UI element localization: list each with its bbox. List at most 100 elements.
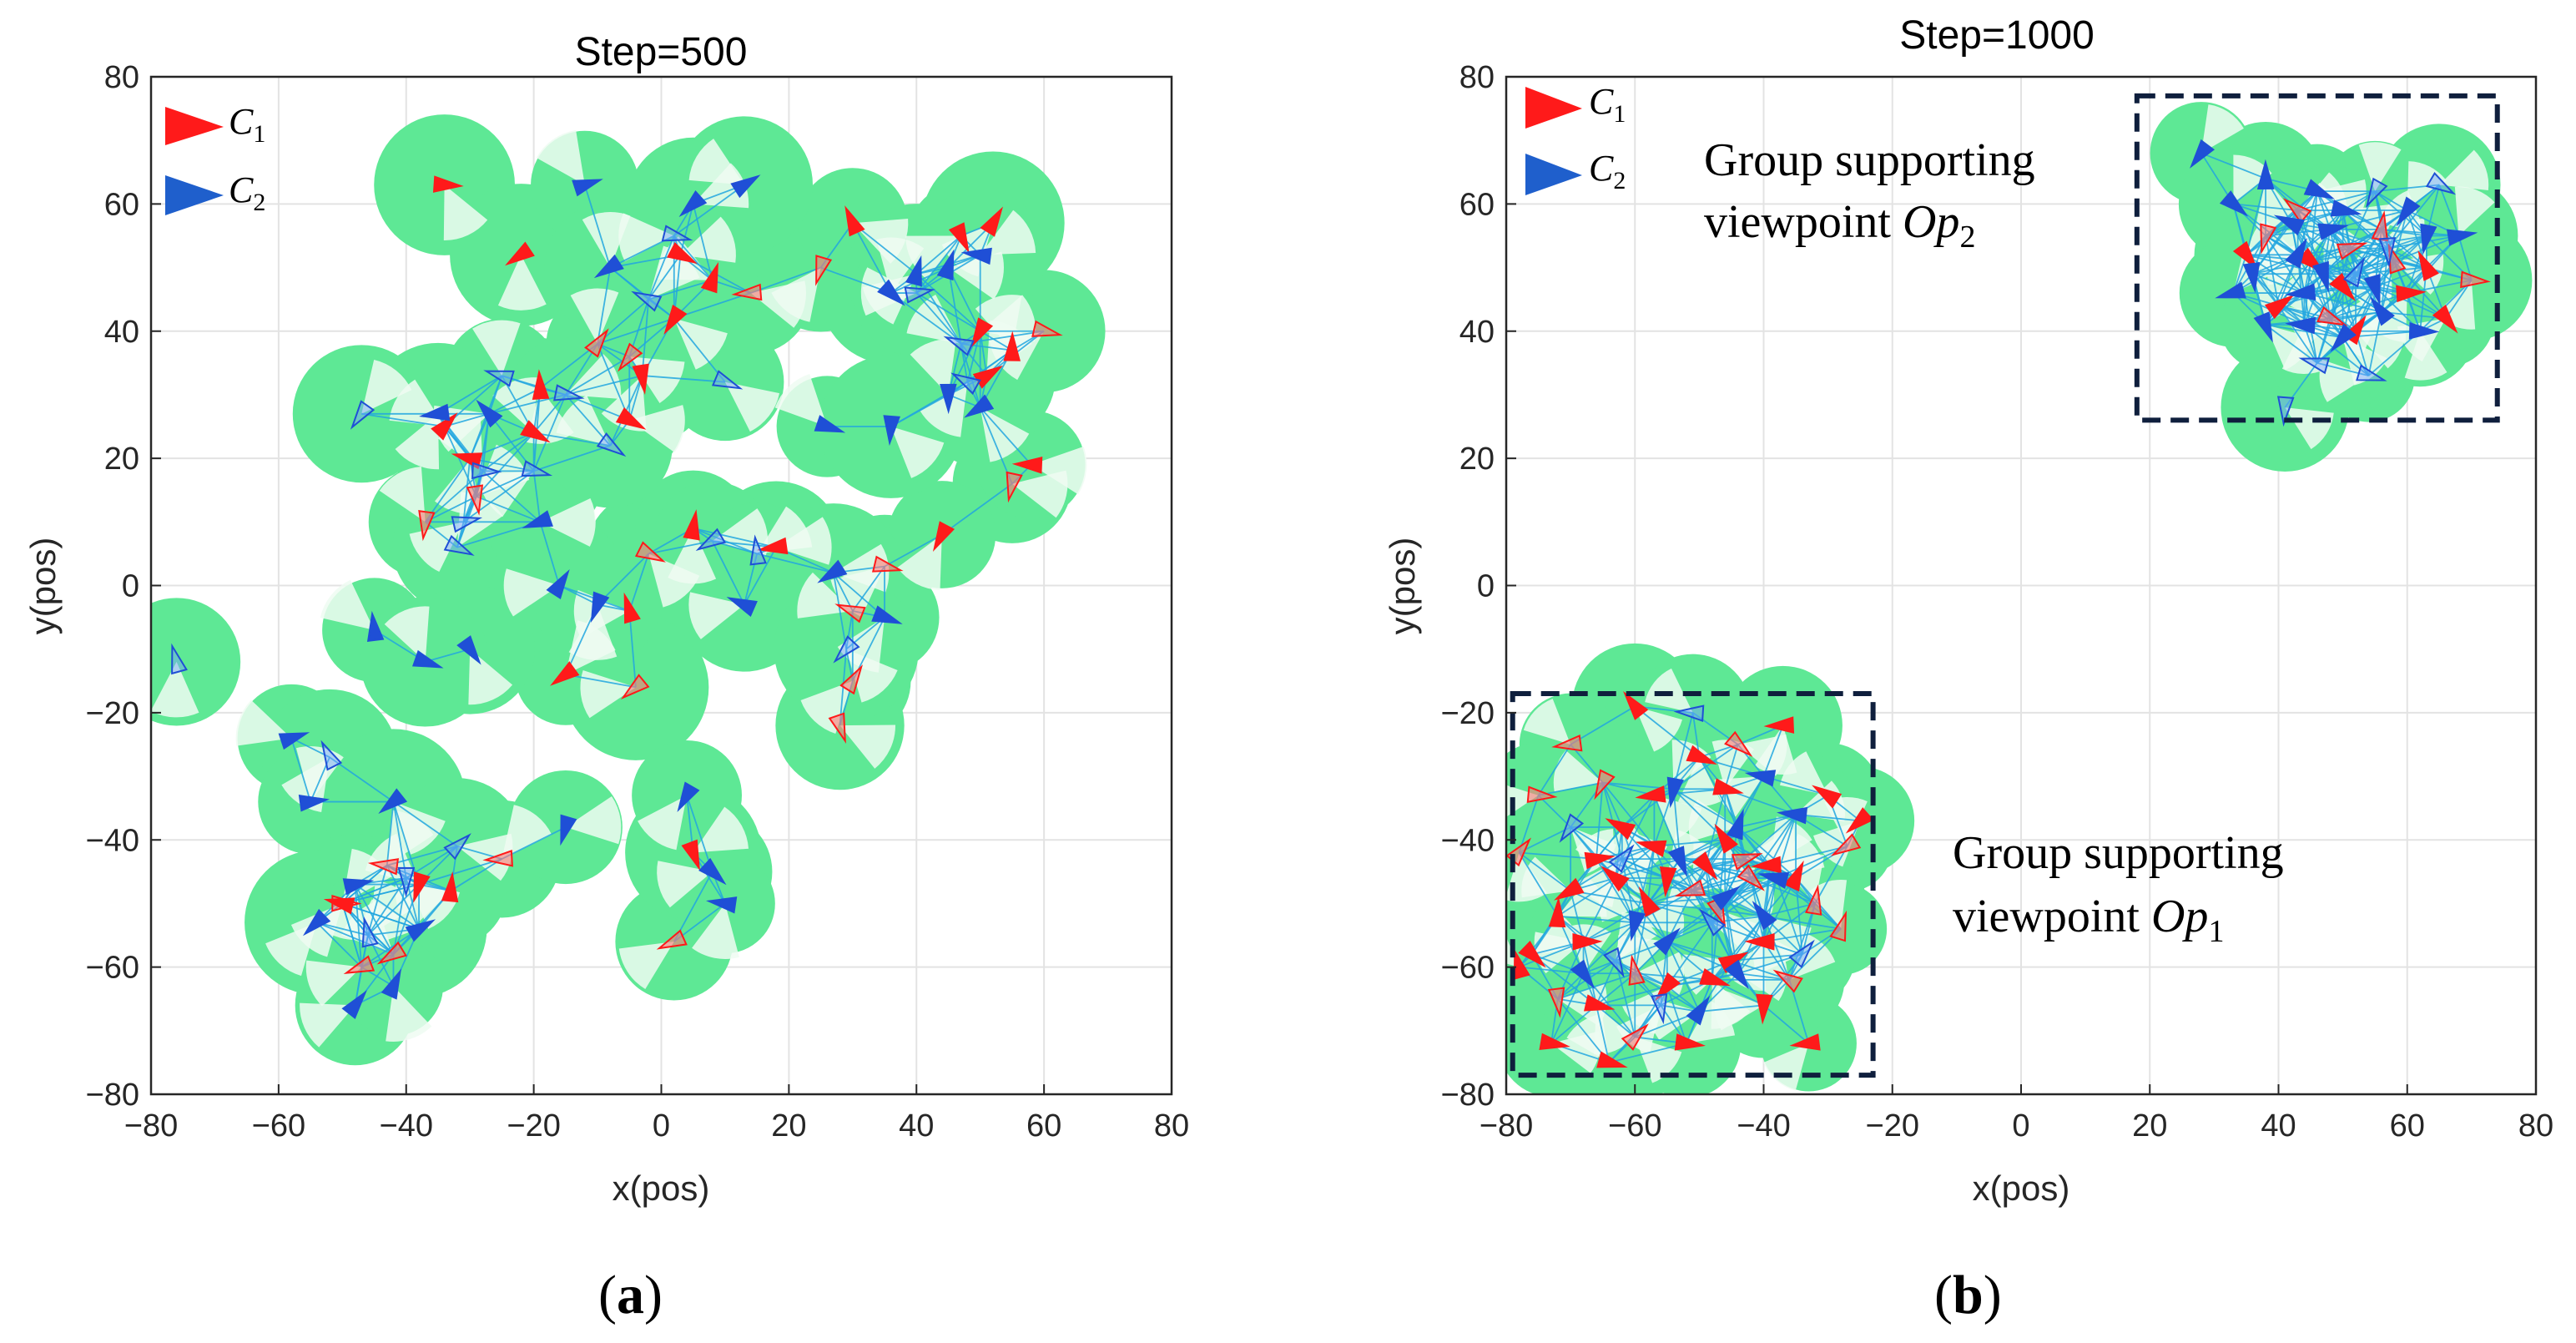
agent-c1-marker (1712, 778, 1744, 795)
comm-link (2246, 178, 2266, 255)
agent-c2-marker (711, 370, 744, 390)
agent-c2-marker (817, 559, 848, 583)
comm-link (979, 406, 1013, 484)
agent-c2-marker (320, 740, 343, 771)
comm-link (915, 235, 962, 275)
sensing-sector (503, 568, 560, 617)
agent-c1-marker (667, 242, 698, 265)
comm-link (1737, 813, 1797, 828)
comm-link (1647, 902, 1719, 911)
sensing-sector (478, 471, 534, 518)
comm-link (1672, 712, 1694, 790)
comm-link (425, 648, 471, 663)
comm-link (2304, 311, 2382, 326)
agent-c1-marker (1845, 807, 1874, 834)
agent-c2-marker (546, 569, 570, 600)
panel-b-ticks: −80 −60 −40 −20 0 20 40 60 80 −80 −60 −40 −20 0 20 40 60… (1441, 60, 2554, 1144)
comm-link (341, 903, 363, 967)
sensing-sector (570, 288, 619, 344)
comm-link (2342, 210, 2357, 275)
x-tick-label: −20 (507, 1108, 560, 1144)
legend-c1-marker-b (1525, 87, 1582, 129)
agent-c1-marker (520, 420, 551, 443)
agent-c2-marker (1667, 846, 1687, 877)
comm-link (1518, 851, 1571, 891)
agent-c1-marker (618, 342, 643, 372)
x-tick-label: 0 (2012, 1108, 2029, 1144)
agent-c2-marker (1608, 844, 1635, 873)
comm-link (290, 737, 330, 759)
comm-link (1570, 744, 1604, 784)
agent-c2-marker (1628, 910, 1646, 942)
sensing-sector (1534, 932, 1584, 974)
comm-link (852, 222, 917, 275)
comm-link (1705, 789, 1727, 866)
sensing-sector (1616, 911, 1658, 962)
sensing-sector (906, 294, 961, 344)
agent-c1-marker (1829, 910, 1848, 942)
comm-link (1762, 916, 1791, 981)
agent-c1-marker (1584, 851, 1616, 870)
agent-c1-marker (615, 407, 647, 430)
y-tick-label: 0 (1477, 569, 1495, 604)
agent-c2-marker (2330, 323, 2357, 352)
comm-link (1615, 877, 1668, 942)
comm-link (1699, 1004, 1764, 1012)
comm-link (1596, 1005, 1611, 1063)
agent-c2-marker (278, 732, 310, 750)
comm-link (1596, 858, 1636, 923)
x-tick-label: −80 (1480, 1108, 1533, 1144)
agent-c1-marker (1584, 994, 1616, 1012)
agent-c1-marker (2329, 272, 2356, 301)
agent-c2-marker (521, 460, 553, 477)
comm-link (418, 858, 502, 886)
agent-c1-marker (1518, 940, 1546, 968)
agent-c1-marker (1031, 320, 1063, 337)
comm-link (1621, 858, 1668, 879)
agent-c2-marker (381, 968, 401, 1000)
agent-c1-marker (683, 509, 700, 541)
comm-link (1737, 941, 1765, 974)
y-tick-label: 20 (1459, 442, 1495, 477)
panel-a-label: (a) (598, 1265, 663, 1325)
agent-c2-marker (2363, 274, 2381, 305)
sensing-sector (688, 592, 744, 639)
agent-c1-marker (932, 521, 955, 552)
comm-link (1795, 877, 1803, 955)
sensing-sector (1796, 780, 1845, 822)
sensing-sector (688, 139, 744, 185)
annotation-op2-line1: Group supporting (1704, 134, 2035, 186)
panel-a-ylabel: y(pos) (23, 538, 63, 635)
comm-link (367, 877, 407, 937)
comm-link (1711, 915, 1764, 924)
comm-link (488, 394, 567, 415)
agent-c1-marker (663, 305, 688, 336)
agent-c1-marker (367, 858, 399, 876)
sensing-sector (910, 339, 956, 395)
sensing-sector (472, 320, 521, 376)
agent-c1-marker (2460, 270, 2491, 289)
comm-link (820, 266, 891, 294)
comm-link (1557, 972, 1636, 1000)
agent-c2-marker (2276, 396, 2295, 427)
agent-c2-marker (631, 290, 663, 312)
comm-link (1737, 972, 1790, 981)
y-tick-label: −40 (1441, 823, 1495, 858)
agent-c1-marker (1596, 1051, 1628, 1068)
comm-link (2374, 285, 2447, 320)
sensing-sector (580, 669, 636, 719)
agent-c2-marker (661, 225, 693, 242)
x-tick-label: −20 (1866, 1108, 1919, 1144)
agent-c1-marker (418, 510, 436, 542)
agent-c1-marker (1547, 987, 1565, 1018)
comm-link (948, 394, 981, 409)
comm-link (1731, 953, 1802, 962)
sensing-sector (774, 373, 828, 427)
comm-link (392, 801, 420, 885)
comm-link (361, 412, 445, 427)
comm-link (1724, 826, 1739, 897)
comm-link (1776, 877, 1842, 930)
comm-link (532, 394, 567, 472)
agent-c1-marker (432, 175, 464, 193)
comm-link (941, 482, 1013, 536)
